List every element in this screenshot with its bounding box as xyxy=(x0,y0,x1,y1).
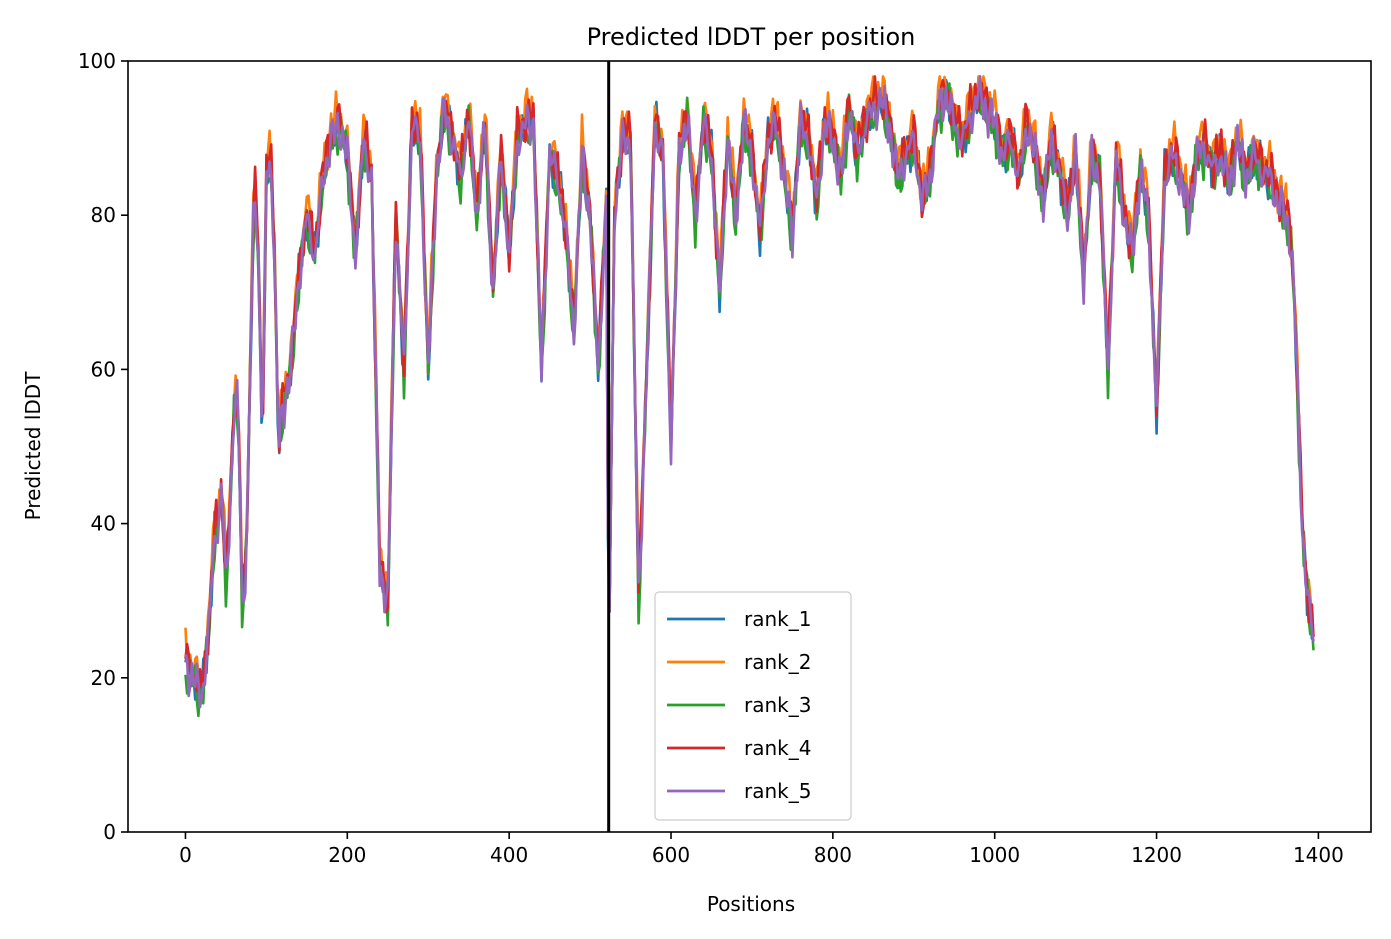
legend-box xyxy=(654,591,852,821)
y-tick-label: 0 xyxy=(103,820,116,844)
x-tick-label: 1400 xyxy=(1293,843,1344,867)
y-axis: 0 20 40 60 80 100 xyxy=(78,49,128,844)
x-tick-label: 400 xyxy=(490,843,528,867)
y-tick-label: 20 xyxy=(91,666,116,690)
x-tick-label: 600 xyxy=(652,843,690,867)
x-tick-label: 200 xyxy=(328,843,366,867)
legend-label: rank_3 xyxy=(744,693,811,717)
legend-label: rank_1 xyxy=(744,607,811,631)
x-tick-label: 0 xyxy=(179,843,192,867)
y-tick-label: 100 xyxy=(78,49,116,73)
y-tick-label: 60 xyxy=(91,357,116,381)
axes-frame xyxy=(127,60,1372,833)
plot-area xyxy=(127,60,1372,833)
legend-label: rank_2 xyxy=(744,650,811,674)
y-axis-label: Predicted lDDT xyxy=(21,371,45,521)
legend-label: rank_5 xyxy=(744,779,811,803)
x-tick-label: 800 xyxy=(814,843,852,867)
x-axis-label: Positions xyxy=(707,892,795,916)
series-layer xyxy=(184,75,1315,718)
series-line-rank_5 xyxy=(184,75,1315,709)
x-axis: 0 200 400 600 800 1000 1200 1400 xyxy=(179,832,1344,867)
y-tick-label: 40 xyxy=(91,512,116,536)
legend-label: rank_4 xyxy=(744,736,811,760)
y-tick-label: 80 xyxy=(91,203,116,227)
x-tick-label: 1200 xyxy=(1131,843,1182,867)
x-tick-label: 1000 xyxy=(969,843,1020,867)
chart-title: Predicted lDDT per position xyxy=(587,23,916,51)
legend: rank_1 rank_2 rank_3 rank_4 rank_5 xyxy=(654,591,852,821)
